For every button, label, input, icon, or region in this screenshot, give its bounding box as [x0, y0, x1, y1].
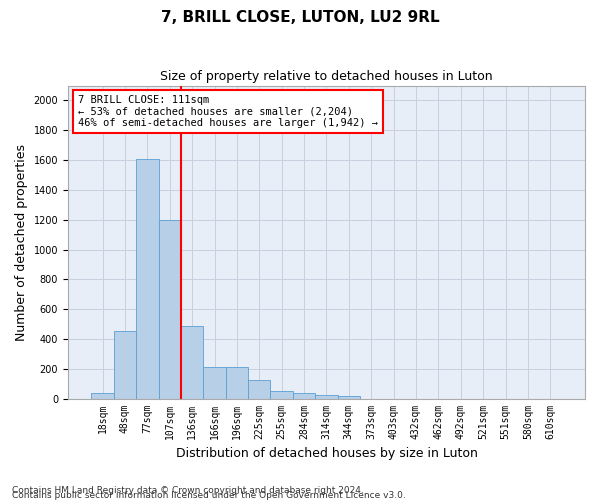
Text: 7 BRILL CLOSE: 111sqm
← 53% of detached houses are smaller (2,204)
46% of semi-d: 7 BRILL CLOSE: 111sqm ← 53% of detached …: [78, 95, 378, 128]
Bar: [226, 368, 248, 398]
Bar: [91, 394, 114, 398]
Bar: [136, 158, 158, 398]
Y-axis label: Number of detached properties: Number of detached properties: [15, 144, 28, 340]
Bar: [271, 392, 293, 398]
Bar: [338, 396, 360, 398]
Text: Contains public sector information licensed under the Open Government Licence v3: Contains public sector information licen…: [12, 491, 406, 500]
Text: 7, BRILL CLOSE, LUTON, LU2 9RL: 7, BRILL CLOSE, LUTON, LU2 9RL: [161, 10, 439, 25]
X-axis label: Distribution of detached houses by size in Luton: Distribution of detached houses by size …: [176, 447, 478, 460]
Text: Contains HM Land Registry data © Crown copyright and database right 2024.: Contains HM Land Registry data © Crown c…: [12, 486, 364, 495]
Title: Size of property relative to detached houses in Luton: Size of property relative to detached ho…: [160, 70, 493, 83]
Bar: [181, 326, 203, 398]
Bar: [114, 330, 136, 398]
Bar: [293, 392, 315, 398]
Bar: [315, 395, 338, 398]
Bar: [158, 220, 181, 398]
Bar: [248, 380, 271, 398]
Bar: [203, 368, 226, 398]
